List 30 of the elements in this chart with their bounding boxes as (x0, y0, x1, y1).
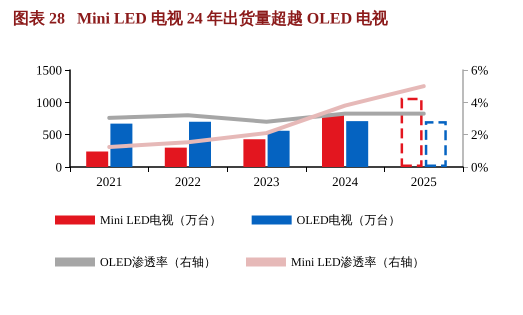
bar (322, 114, 344, 167)
chart-title: 图表 28 Mini LED 电视 24 年出货量超越 OLED 电视 (13, 10, 390, 28)
legend-label: Mini LED渗透率（右轴） (290, 255, 425, 269)
y-tick-label: 1500 (36, 62, 62, 78)
x-tick-label: 2022 (174, 174, 201, 189)
bar (424, 121, 447, 167)
line-series (107, 84, 426, 149)
bar (164, 148, 187, 167)
bar (110, 124, 132, 167)
bar (86, 151, 108, 167)
bar (400, 98, 423, 167)
y2-tick-label: 0% (471, 160, 488, 174)
y2-tick-label: 4% (471, 94, 488, 110)
line-series (107, 112, 426, 124)
legend-label: OLED渗透率（右轴） (100, 255, 216, 269)
bar (346, 121, 368, 167)
y2-tick-label: 6% (471, 62, 488, 78)
legend-label: OLED电视（万台） (296, 213, 401, 227)
x-tick-label: 2025 (410, 174, 437, 189)
y-tick-label: 0 (56, 160, 62, 174)
y2-tick-label: 2% (471, 127, 488, 142)
bar (243, 139, 266, 167)
x-tick-label: 2021 (96, 174, 122, 189)
y-tick-label: 500 (42, 127, 62, 142)
bar (189, 122, 211, 167)
bar (268, 130, 290, 167)
x-tick-label: 2023 (254, 174, 280, 189)
legend-label: Mini LED电视（万台） (100, 213, 222, 227)
x-tick-label: 2024 (332, 174, 359, 189)
y-tick-label: 1000 (36, 94, 62, 110)
